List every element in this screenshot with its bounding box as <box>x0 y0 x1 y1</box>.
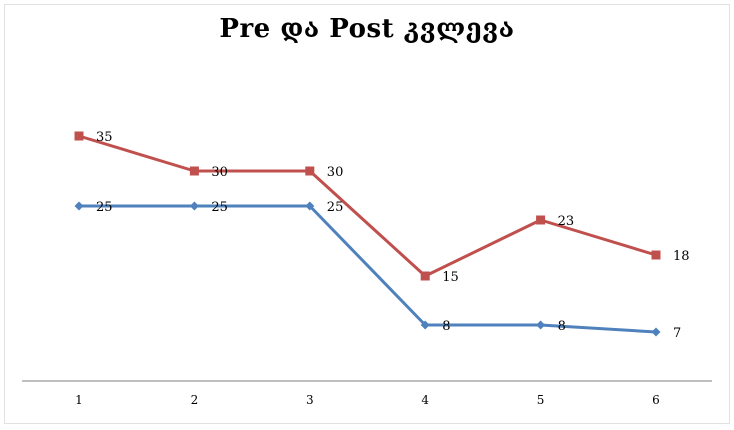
x-tick-label: 1 <box>75 393 83 407</box>
x-tick-label: 6 <box>652 393 660 407</box>
data-point-marker <box>74 131 84 141</box>
chart-title: Pre და Post კვლევა <box>219 14 515 44</box>
data-label: 15 <box>442 270 459 285</box>
label-layer: 35 30 30 15 23 18 25 25 25 8 8 7 <box>96 130 690 341</box>
data-point-marker <box>536 215 546 225</box>
data-label: 25 <box>211 200 228 215</box>
data-point-marker <box>651 250 661 260</box>
data-label: 30 <box>327 165 344 180</box>
data-point-marker <box>305 166 315 176</box>
data-point-marker <box>536 320 546 330</box>
x-tick-label: 4 <box>421 393 429 407</box>
data-label: 7 <box>673 326 681 341</box>
data-label: 8 <box>558 319 566 334</box>
series-line-1 <box>78 134 657 278</box>
data-label: 23 <box>558 214 575 229</box>
x-tick-label: 2 <box>191 393 199 407</box>
data-point-marker <box>189 201 199 211</box>
data-label: 18 <box>673 249 690 264</box>
data-point-marker <box>74 201 84 211</box>
tick-layer: 1 2 3 4 5 6 <box>75 393 660 407</box>
x-tick-label: 5 <box>537 393 545 407</box>
data-label: 8 <box>442 319 450 334</box>
data-label: 35 <box>96 130 113 145</box>
chart-frame <box>4 4 730 424</box>
data-point-marker <box>189 166 199 176</box>
data-point-marker <box>651 327 661 337</box>
data-label: 25 <box>96 200 113 215</box>
data-point-marker <box>420 271 430 281</box>
data-point-marker <box>420 320 430 330</box>
series-layer <box>74 131 661 337</box>
series-line-2 <box>79 204 657 334</box>
data-label: 25 <box>327 200 344 215</box>
x-tick-label: 3 <box>306 393 314 407</box>
data-point-marker <box>305 201 315 211</box>
data-label: 30 <box>211 165 228 180</box>
